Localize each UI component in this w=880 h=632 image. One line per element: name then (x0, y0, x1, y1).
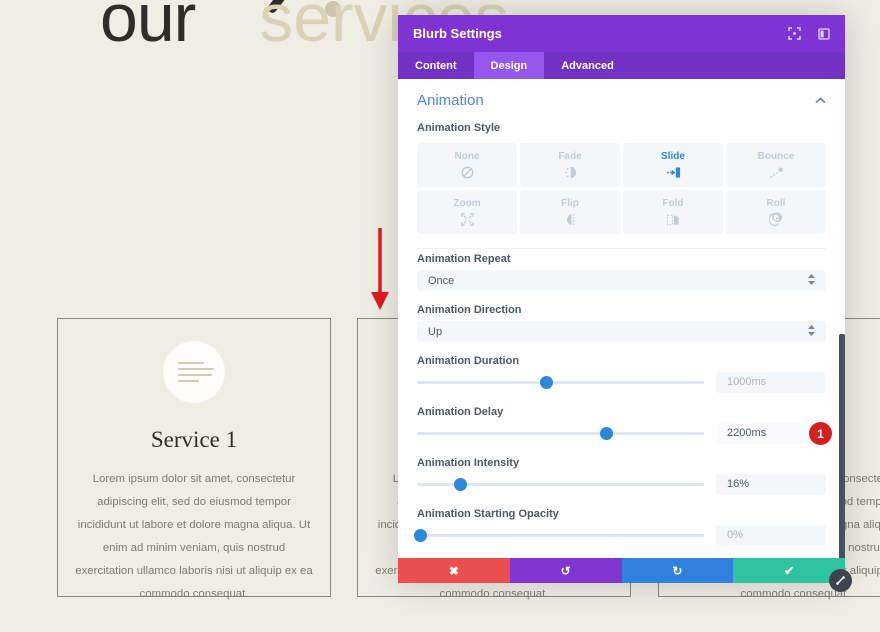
slider-thumb[interactable] (413, 529, 427, 542)
animation-duration-slider[interactable] (417, 372, 704, 393)
select-spinner-icon (808, 273, 815, 288)
modal-scrollbar[interactable] (839, 334, 845, 558)
fold-icon (666, 212, 681, 227)
snap-panel-icon[interactable] (818, 27, 830, 40)
tab-advanced[interactable]: Advanced (561, 59, 614, 72)
tab-content[interactable]: Content (415, 59, 457, 72)
fade-icon (563, 165, 578, 180)
save-button[interactable]: ✔ (733, 558, 845, 583)
option-label: Zoom (453, 197, 481, 209)
modal-title: Blurb Settings (413, 26, 502, 41)
close-icon: ✖ (448, 563, 459, 578)
select-value: Up (428, 325, 443, 338)
animation-starting-opacity-slider[interactable] (413, 525, 704, 546)
modal-body: Animation Animation Style None Fade (398, 79, 845, 558)
chevron-up-icon[interactable] (815, 91, 826, 109)
service-card-1[interactable]: Service 1 Lorem ipsum dolor sit amet, co… (57, 318, 331, 600)
slider-track (417, 534, 704, 537)
modal-footer: ✖ ↺ ↻ ✔ (398, 558, 845, 583)
animation-delay-slider[interactable] (417, 423, 704, 444)
animation-duration-label: Animation Duration (417, 355, 520, 367)
option-label: Flip (561, 197, 579, 209)
option-label: Bounce (757, 150, 795, 162)
card-body-text: Lorem ipsum dolor sit amet, consectetur … (75, 473, 313, 600)
style-option-fold[interactable]: Fold (623, 190, 723, 234)
partial-letter-dot (325, 1, 341, 17)
flip-icon (563, 212, 578, 227)
option-label: Slide (661, 150, 685, 162)
animation-direction-label: Animation Direction (417, 304, 522, 316)
animation-repeat-select[interactable]: Once (417, 270, 826, 291)
slider-track (417, 483, 704, 486)
heading-dark-part: our (100, 0, 196, 56)
animation-repeat-label: Animation Repeat (417, 253, 511, 265)
style-option-roll[interactable]: Roll (726, 190, 826, 234)
resize-handle[interactable] (829, 569, 852, 592)
slider-thumb[interactable] (600, 427, 614, 440)
animation-duration-value[interactable]: 1000ms (716, 372, 826, 393)
animation-intensity-slider[interactable] (417, 474, 704, 495)
style-option-slide[interactable]: Slide (623, 143, 723, 187)
animation-style-grid: None Fade Slide (417, 143, 826, 234)
modal-tab-bar: Content Design Advanced (398, 52, 845, 79)
none-icon (460, 165, 475, 180)
animation-direction-select[interactable]: Up (417, 321, 826, 342)
divider (417, 248, 826, 249)
redo-icon: ↻ (672, 563, 683, 578)
animation-delay-row: 2200ms 1 (417, 422, 832, 445)
select-value: Once (428, 274, 455, 287)
card-title: Service 1 (150, 427, 238, 452)
animation-intensity-value[interactable]: 16% (716, 474, 826, 495)
notification-badge: 1 (809, 422, 832, 445)
option-label: Fold (662, 197, 684, 209)
zoom-icon (460, 212, 475, 227)
animation-starting-opacity-label: Animation Starting Opacity (417, 508, 559, 520)
undo-button[interactable]: ↺ (509, 558, 622, 583)
option-label: Roll (766, 197, 786, 209)
style-option-flip[interactable]: Flip (520, 190, 620, 234)
animation-delay-label: Animation Delay (417, 406, 504, 418)
text-lines-icon (163, 341, 225, 403)
red-annotation-arrow (371, 228, 389, 310)
style-option-none[interactable]: None (417, 143, 517, 187)
discard-button[interactable]: ✖ (398, 558, 510, 583)
modal-header[interactable]: Blurb Settings (398, 15, 845, 52)
animation-duration-row: 1000ms (417, 372, 826, 393)
animation-starting-opacity-value[interactable]: 0% (716, 525, 826, 546)
animation-section-toggle[interactable]: Animation (417, 79, 826, 109)
animation-intensity-label: Animation Intensity (417, 457, 520, 469)
slider-track (417, 432, 704, 435)
section-title: Animation (417, 91, 484, 109)
animation-delay-value[interactable]: 2200ms (716, 423, 826, 444)
blurb-settings-modal: Blurb Settings Content Design Advanced A… (398, 15, 845, 583)
style-option-zoom[interactable]: Zoom (417, 190, 517, 234)
roll-icon (768, 211, 784, 227)
tab-design[interactable]: Design (473, 52, 545, 79)
animation-intensity-row: 16% (417, 474, 826, 495)
slide-icon (666, 165, 681, 180)
slider-track (417, 381, 704, 384)
style-option-fade[interactable]: Fade (520, 143, 620, 187)
slider-thumb[interactable] (454, 478, 468, 491)
animation-starting-opacity-row: 0% (413, 525, 826, 546)
select-spinner-icon (808, 324, 815, 339)
expand-modal-icon[interactable] (788, 27, 801, 40)
style-option-bounce[interactable]: Bounce (726, 143, 826, 187)
animation-style-label: Animation Style (417, 122, 501, 134)
undo-icon: ↺ (560, 563, 571, 578)
slider-thumb[interactable] (540, 376, 554, 389)
option-label: Fade (558, 150, 582, 162)
page-title: our services (100, 0, 509, 52)
redo-button[interactable]: ↻ (621, 558, 734, 583)
check-icon: ✔ (784, 563, 795, 578)
bounce-icon (769, 165, 784, 180)
option-label: None (454, 150, 480, 162)
